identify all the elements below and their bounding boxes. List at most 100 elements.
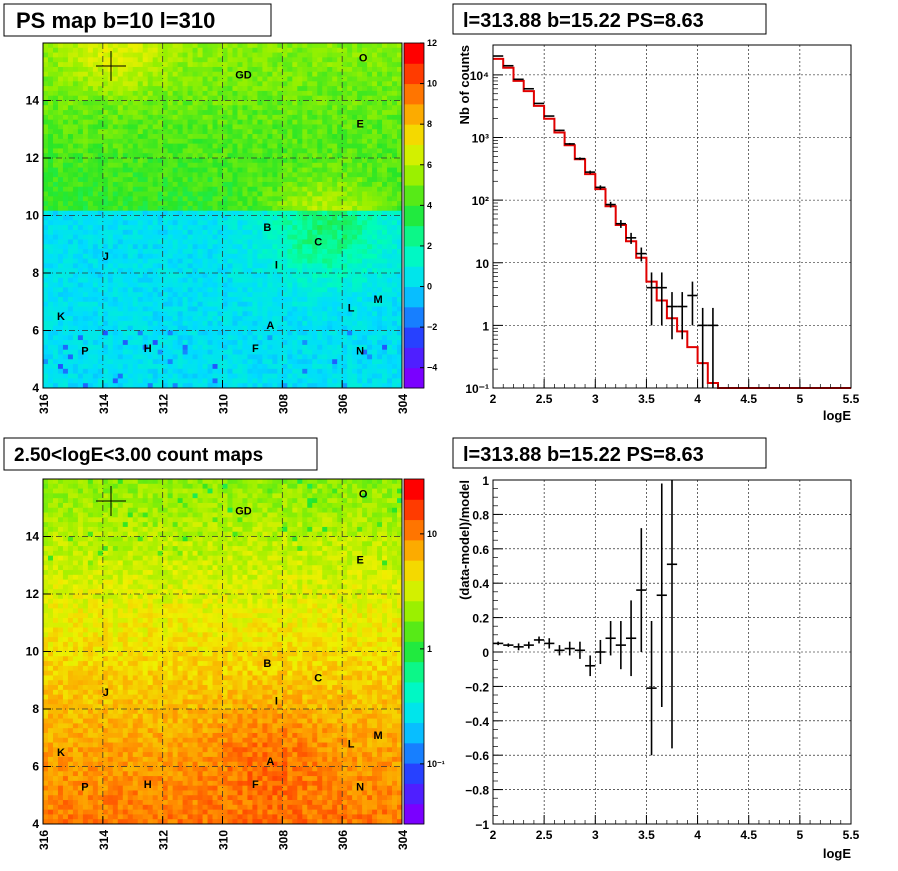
heatmap-cell — [147, 167, 154, 173]
heatmap-cell — [347, 162, 353, 168]
heatmap-cell — [182, 225, 188, 231]
heatmap-cell — [177, 287, 184, 293]
heatmap-cell — [382, 210, 388, 216]
heatmap-cell — [337, 330, 343, 336]
heatmap-cell — [257, 292, 263, 298]
heatmap-cell — [372, 340, 378, 346]
heatmap-cell — [207, 301, 213, 307]
heatmap-cell — [177, 71, 184, 77]
heatmap-cell — [217, 234, 223, 240]
heatmap-cell — [252, 277, 258, 283]
heatmap-cell — [312, 186, 318, 192]
heatmap-cell — [362, 220, 368, 226]
heatmap-cell — [167, 225, 174, 231]
heatmap-cell — [252, 129, 258, 135]
heatmap-cell — [287, 100, 293, 106]
heatmap-cell — [117, 129, 124, 135]
heatmap-cell — [332, 167, 338, 173]
heatmap-cell — [387, 119, 393, 125]
heatmap-cell — [57, 57, 64, 63]
heatmap-cell — [282, 344, 288, 351]
heatmap-cell — [72, 95, 79, 101]
heatmap-cell — [187, 325, 193, 331]
heatmap-cell — [92, 316, 99, 322]
heatmap-cell — [267, 57, 273, 63]
heatmap-cell — [277, 220, 283, 226]
heatmap-cell — [122, 234, 129, 240]
heatmap-cell — [152, 368, 159, 375]
heatmap-cell — [377, 100, 383, 106]
heatmap-cell — [52, 81, 59, 87]
heatmap-cell — [177, 66, 184, 73]
heatmap-cell — [322, 296, 328, 303]
heatmap-cell — [297, 196, 303, 202]
heatmap-cell — [187, 66, 193, 73]
heatmap-cell — [192, 110, 198, 116]
heatmap-cell — [312, 364, 318, 370]
heatmap-cell — [282, 110, 288, 116]
heatmap-cell — [312, 124, 318, 130]
heatmap-cell — [252, 368, 258, 375]
heatmap-cell — [142, 225, 149, 231]
heatmap-cell — [87, 354, 94, 360]
heatmap-cell — [322, 229, 328, 236]
heatmap-cell — [227, 110, 233, 116]
heatmap-cell — [117, 162, 124, 168]
heatmap-cell — [307, 287, 313, 293]
heatmap-cell — [237, 301, 243, 307]
heatmap-cell — [207, 215, 213, 221]
heatmap-cell — [357, 62, 363, 68]
heatmap-cell — [227, 316, 233, 322]
heatmap-cell — [87, 57, 94, 63]
heatmap-cell — [242, 43, 248, 49]
heatmap-cell — [307, 234, 313, 240]
heatmap-cell — [107, 316, 114, 322]
heatmap-cell — [362, 76, 368, 82]
heatmap-cell — [117, 134, 124, 140]
heatmap-cell — [107, 225, 114, 231]
heatmap-cell — [182, 273, 188, 279]
heatmap-cell — [52, 282, 59, 288]
heatmap-cell — [182, 191, 188, 197]
heatmap-cell — [272, 153, 278, 159]
heatmap-cell — [242, 335, 248, 341]
heatmap-cell — [147, 311, 154, 317]
heatmap-cell — [187, 90, 193, 97]
heatmap-cell — [147, 124, 154, 130]
heatmap-cell — [307, 148, 313, 154]
heatmap-cell — [337, 148, 343, 154]
heatmap-cell — [172, 43, 179, 49]
heatmap-cell — [257, 158, 263, 164]
heatmap-cell — [217, 229, 223, 236]
heatmap-cell — [287, 330, 293, 336]
heatmap-cell — [267, 349, 273, 355]
heatmap-cell — [157, 268, 164, 274]
heatmap-cell — [77, 86, 84, 92]
heatmap-cell — [107, 325, 114, 331]
heatmap-cell — [47, 335, 54, 341]
heatmap-cell — [312, 95, 318, 101]
heatmap-cell — [362, 306, 368, 312]
heatmap-cell — [192, 225, 198, 231]
heatmap-cell — [297, 325, 303, 331]
heatmap-cell — [87, 373, 94, 379]
heatmap-cell — [92, 373, 99, 379]
heatmap-cell — [182, 258, 188, 264]
heatmap-cell — [202, 234, 208, 240]
heatmap-cell — [202, 244, 208, 250]
heatmap-cell — [202, 292, 208, 298]
heatmap-cell — [77, 373, 84, 379]
heatmap-cell — [202, 320, 208, 327]
heatmap-cell — [92, 205, 99, 212]
heatmap-cell — [127, 234, 134, 240]
heatmap-cell — [392, 186, 398, 192]
heatmap-cell — [317, 215, 323, 221]
heatmap-cell — [187, 316, 193, 322]
heatmap-cell — [392, 364, 398, 370]
heatmap-cell — [72, 244, 79, 250]
heatmap-cell — [297, 296, 303, 303]
heatmap-cell — [222, 210, 228, 216]
heatmap-cell — [377, 90, 383, 97]
heatmap-cell — [132, 316, 139, 322]
heatmap-cell — [242, 95, 248, 101]
